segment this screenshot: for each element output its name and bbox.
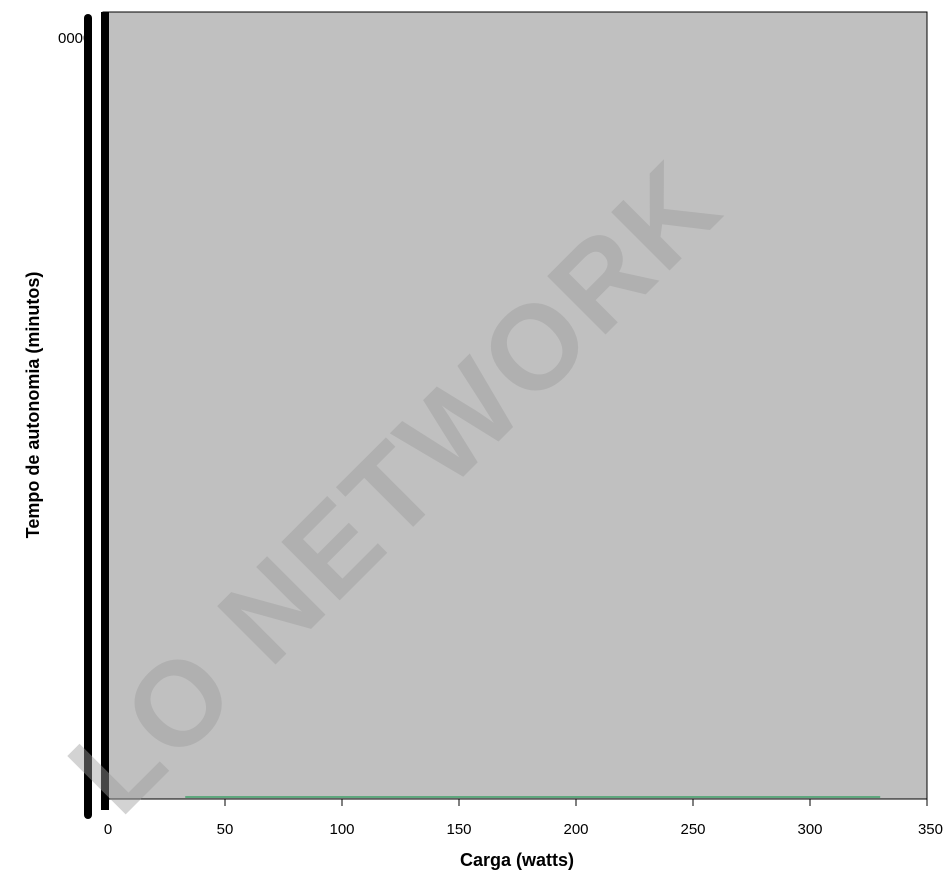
x-tick-label: 200 xyxy=(563,821,588,838)
x-axis-ticks: 0 50 100 150 200 250 300 350 xyxy=(104,799,943,838)
plot-area xyxy=(103,12,927,799)
y-axis-title: Tempo de autonomia (minutos) xyxy=(23,272,43,539)
y-axis-tick-label: 0000 xyxy=(58,30,91,47)
x-tick-label: 150 xyxy=(446,821,471,838)
x-tick-label: 100 xyxy=(329,821,354,838)
x-tick-label: 300 xyxy=(797,821,822,838)
x-tick-label: 250 xyxy=(680,821,705,838)
x-tick-label: 50 xyxy=(217,821,234,838)
x-axis-title: Carga (watts) xyxy=(460,850,574,870)
x-tick-label: 0 xyxy=(104,821,112,838)
x-tick-label: 350 xyxy=(918,821,943,838)
